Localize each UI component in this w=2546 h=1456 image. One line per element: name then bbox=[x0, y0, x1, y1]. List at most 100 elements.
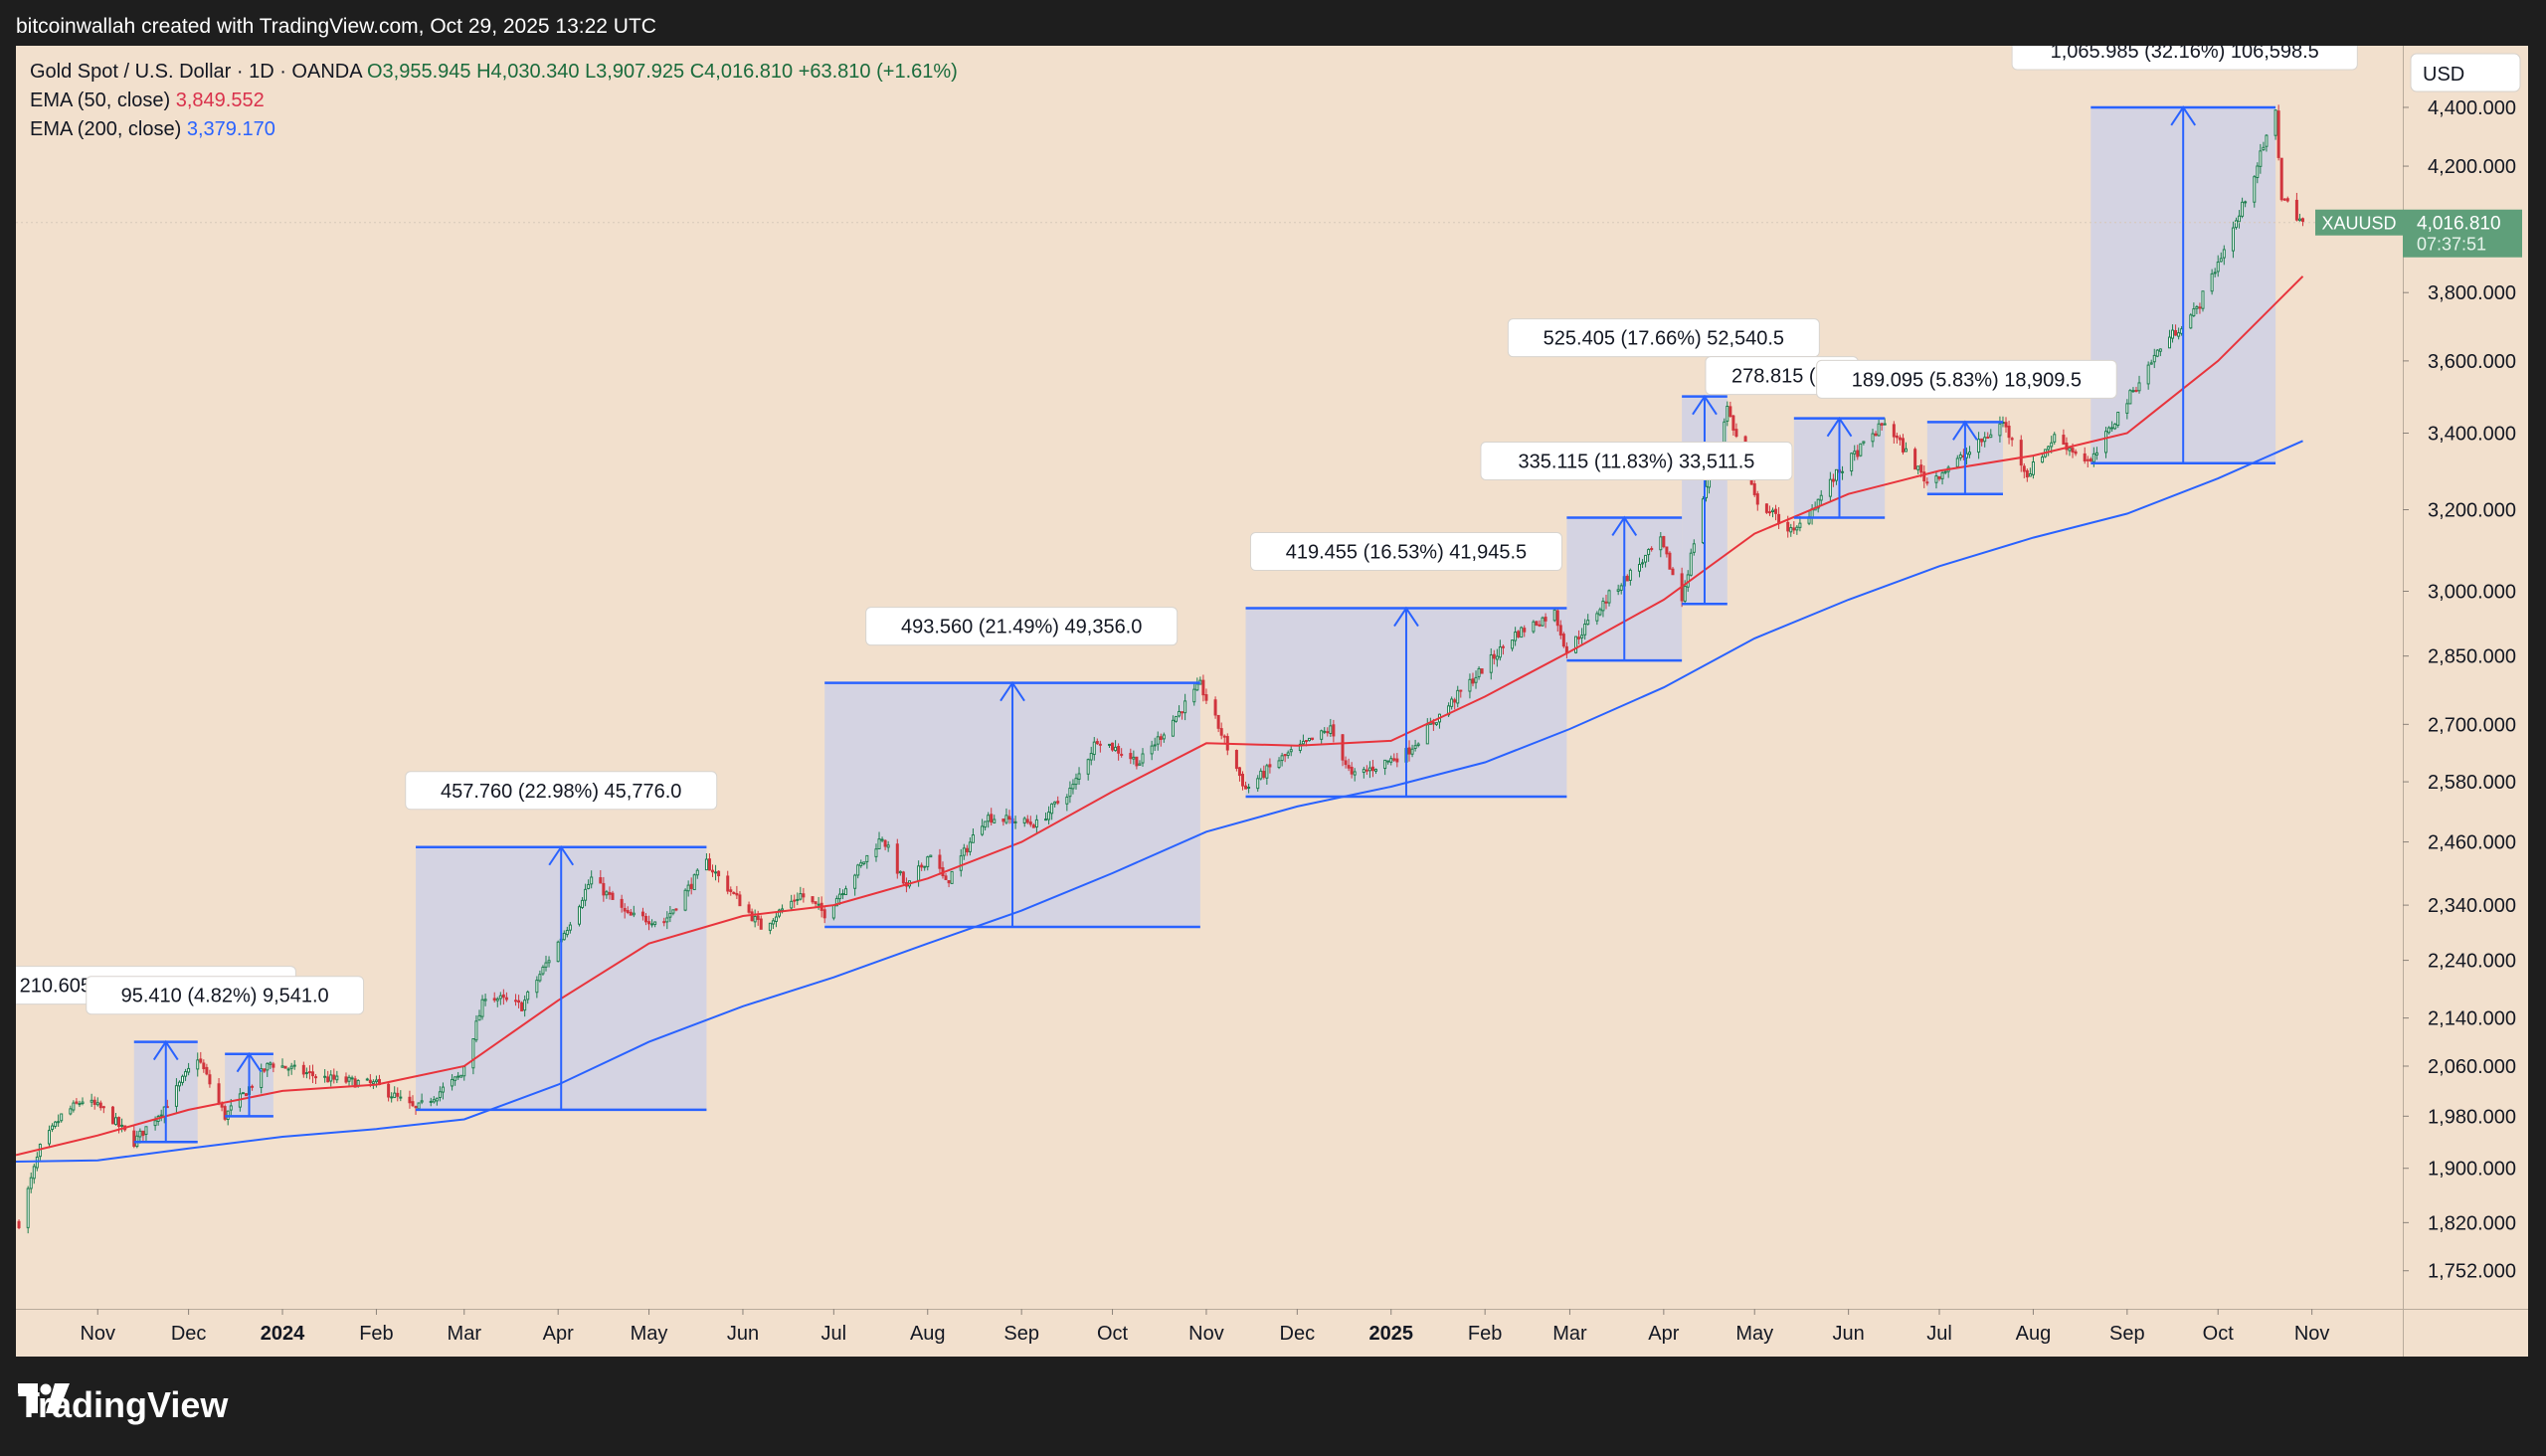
candle-body bbox=[1552, 609, 1556, 622]
price-tick-label: 2,460.000 bbox=[2428, 832, 2516, 854]
candle-body bbox=[726, 875, 730, 892]
candle-body bbox=[474, 1020, 478, 1041]
candle-body bbox=[159, 1114, 163, 1117]
measure-arrow-head bbox=[1000, 680, 1025, 702]
candle-body bbox=[438, 1091, 442, 1099]
time-axis: Nov Dec 2024 Feb Mar Apr May Jun Jul Aug Sep Oct Nov… bbox=[16, 1309, 2528, 1345]
candle-body bbox=[1816, 498, 1820, 509]
candle-body bbox=[1474, 676, 1478, 683]
candle-body bbox=[241, 1092, 245, 1095]
measure-label-box bbox=[1480, 441, 1793, 480]
candle-body bbox=[390, 1096, 394, 1099]
candle-body bbox=[1362, 769, 1365, 774]
measure-label: 278.815 (8. bbox=[1731, 366, 1832, 388]
candle-body bbox=[304, 1072, 308, 1075]
candle-body bbox=[1692, 543, 1696, 553]
candle-body bbox=[1647, 549, 1651, 556]
candle-body bbox=[817, 903, 820, 906]
candle-body bbox=[947, 879, 951, 884]
candle-body bbox=[323, 1075, 327, 1078]
candle-body bbox=[1625, 575, 1629, 582]
candle-body bbox=[686, 884, 690, 892]
candle-body bbox=[1901, 438, 1905, 453]
price-tick-label: 4,200.000 bbox=[2428, 156, 2516, 178]
candle-body bbox=[2282, 198, 2286, 201]
candle-body bbox=[1789, 527, 1793, 533]
candle-body bbox=[492, 998, 496, 1001]
candle-body bbox=[859, 862, 863, 866]
candle-body bbox=[1181, 711, 1184, 714]
candle-body bbox=[1916, 465, 1920, 470]
candle-body bbox=[883, 839, 887, 847]
candle-body bbox=[962, 847, 966, 856]
chart-legend: Gold Spot / U.S. Dollar · 1D · OANDA O3,… bbox=[30, 58, 958, 144]
candle-body bbox=[1828, 478, 1832, 497]
candle-body bbox=[1819, 494, 1823, 501]
candle-body bbox=[48, 1130, 52, 1145]
candle-body bbox=[587, 883, 591, 889]
candle-body bbox=[60, 1113, 64, 1122]
candle-body bbox=[1013, 820, 1017, 823]
candle-body bbox=[1650, 548, 1654, 551]
candle-body bbox=[332, 1074, 336, 1080]
time-tick-label: Sep bbox=[1003, 1323, 1039, 1345]
candle-body bbox=[2262, 146, 2266, 151]
candle-body bbox=[1386, 760, 1390, 763]
candle-body bbox=[2238, 215, 2242, 223]
candle-body bbox=[2171, 329, 2175, 339]
candle-body bbox=[310, 1071, 314, 1077]
candle-body bbox=[1998, 423, 2002, 437]
candle-body bbox=[2195, 305, 2199, 309]
candle-body bbox=[1598, 609, 1602, 616]
measure-arrow-head bbox=[1692, 394, 1718, 416]
candle-body bbox=[2174, 329, 2178, 336]
candle-body bbox=[608, 892, 612, 895]
candle-body bbox=[1431, 722, 1435, 725]
candle-body bbox=[78, 1103, 82, 1106]
candle-body bbox=[69, 1108, 73, 1115]
candle-body bbox=[2068, 447, 2072, 452]
candle-body bbox=[393, 1092, 397, 1099]
price-tick-label: 1,820.000 bbox=[2428, 1212, 2516, 1234]
candle-body bbox=[1098, 743, 1102, 746]
ema200-value: 3,379.170 bbox=[186, 118, 275, 140]
candle-body bbox=[1304, 740, 1308, 743]
candle-body bbox=[371, 1081, 375, 1085]
candle-body bbox=[1434, 722, 1438, 725]
candle-body bbox=[1532, 621, 1536, 633]
candle-body bbox=[874, 848, 878, 857]
candle-body bbox=[1280, 755, 1284, 762]
candle-body bbox=[781, 908, 785, 911]
candle-body bbox=[1668, 552, 1672, 570]
candle-body bbox=[790, 900, 794, 909]
time-tick-label: Apr bbox=[1648, 1323, 1679, 1345]
candle-body bbox=[581, 899, 585, 908]
candle-body bbox=[793, 899, 797, 902]
candle-body bbox=[632, 912, 636, 916]
candle-body bbox=[420, 1100, 424, 1103]
candle-body bbox=[1644, 554, 1648, 563]
candle-body bbox=[1353, 771, 1357, 776]
candle-body bbox=[2113, 423, 2117, 430]
candle-body bbox=[2062, 435, 2066, 446]
candle-body bbox=[1755, 493, 1759, 505]
candle-body bbox=[2256, 165, 2260, 179]
candle-body bbox=[92, 1099, 96, 1105]
candle-body bbox=[90, 1099, 93, 1103]
candle-body bbox=[477, 1014, 481, 1021]
candle-body bbox=[2125, 403, 2129, 414]
candle-body bbox=[590, 876, 594, 885]
candle-body bbox=[1595, 613, 1599, 622]
candle-body bbox=[1967, 452, 1971, 455]
price-chart[interactable]: 210.605 (10.86%) 21,060.595.410 (4.82%) … bbox=[16, 46, 2528, 1357]
candle-body bbox=[1558, 625, 1562, 636]
candle-body bbox=[266, 1062, 270, 1071]
price-tag-countdown: 07:37:51 bbox=[2417, 235, 2486, 255]
measure-arrow-head bbox=[1611, 515, 1638, 537]
measure-label: 419.455 (16.53%) 41,945.5 bbox=[1286, 542, 1527, 564]
candle-body bbox=[95, 1102, 99, 1106]
candle-body bbox=[1159, 736, 1163, 740]
candle-body bbox=[665, 917, 669, 923]
candle-body bbox=[626, 910, 630, 914]
candle-body bbox=[1880, 423, 1884, 426]
